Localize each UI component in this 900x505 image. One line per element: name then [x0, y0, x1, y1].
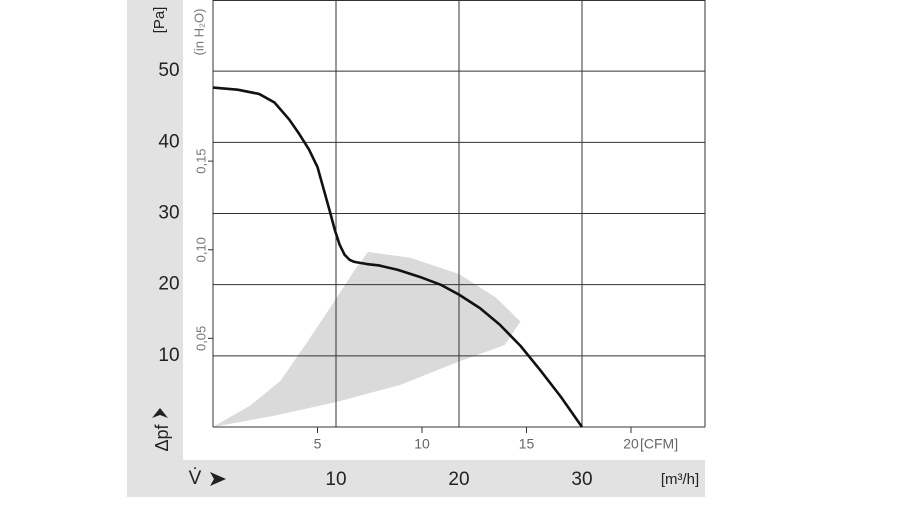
y-axis-strip	[127, 0, 183, 497]
y-tick-label: 20	[158, 274, 179, 295]
x-arrow	[210, 472, 226, 486]
y-tick-label: 40	[158, 131, 179, 152]
y2-tick-label: 0,05	[193, 326, 208, 351]
y2-tick-label: 0,15	[193, 148, 208, 173]
x2-tick-label: 5	[314, 436, 322, 452]
y-tick-label: 50	[158, 60, 179, 81]
y-symbol: Δpf	[152, 423, 172, 451]
y-tick-label: 30	[158, 203, 179, 224]
y-tick-label: 10	[158, 345, 179, 366]
y2-tick-label: 0,10	[193, 237, 208, 262]
x-axis-strip	[127, 460, 705, 497]
x-tick-label: 20	[448, 469, 469, 490]
x-tick-label: 30	[571, 469, 592, 490]
y-arrow	[152, 408, 168, 418]
x2-tick-label: 10	[414, 436, 430, 452]
x-axis-label: [m³/h]	[661, 471, 699, 488]
x-tick-label: 10	[325, 469, 346, 490]
x2-tick-label: 15	[519, 436, 535, 452]
x-symbol: V̇	[189, 468, 202, 489]
y2-axis-label: (in H₂O)	[191, 9, 206, 56]
x2-axis-label: [CFM]	[640, 436, 678, 452]
fan-curve	[212, 86, 584, 428]
operating-band	[213, 251, 521, 427]
y-axis-label: [Pa]	[151, 7, 168, 34]
x2-tick-label: 20	[623, 436, 639, 452]
